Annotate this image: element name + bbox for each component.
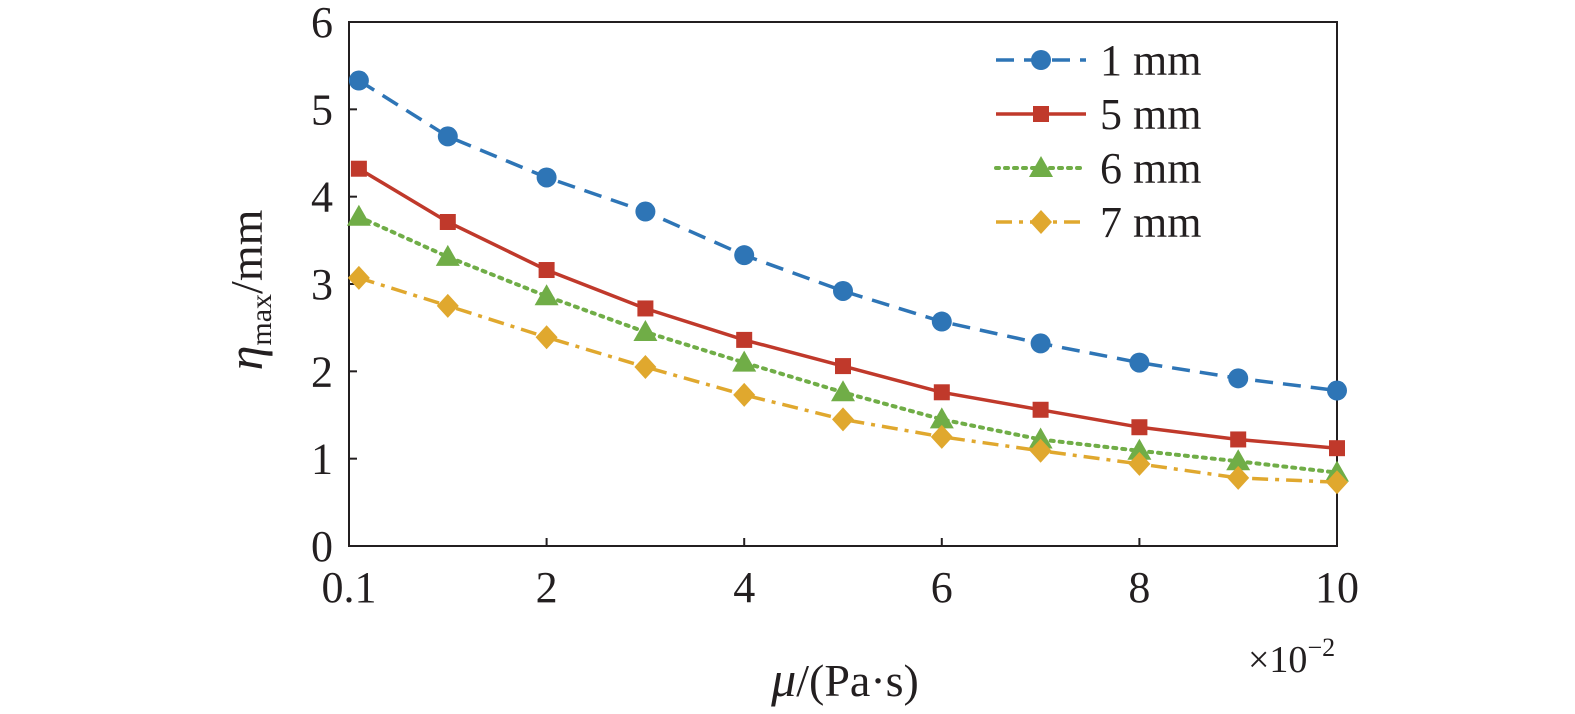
x-tick-label: 2 xyxy=(536,563,558,612)
legend-label: 6 mm xyxy=(1100,144,1201,193)
data-point xyxy=(736,331,753,348)
data-point xyxy=(437,126,458,147)
legend-label: 7 mm xyxy=(1100,198,1201,247)
data-point xyxy=(1028,427,1053,449)
y-tick-label: 0 xyxy=(311,522,333,571)
legend-item: 6 mm xyxy=(994,144,1201,193)
y-axis-label: ηmax/mm xyxy=(217,209,278,370)
x-tick-label: 0.1 xyxy=(322,563,377,612)
data-point xyxy=(1129,352,1150,373)
x-axis-symbol: μ xyxy=(770,651,796,707)
legend-item: 1 mm xyxy=(996,36,1201,85)
data-point xyxy=(1228,368,1249,389)
data-point xyxy=(536,167,557,188)
y-tick-label: 3 xyxy=(311,260,333,309)
data-point xyxy=(637,300,654,317)
series-0 xyxy=(348,70,1347,401)
x-axis-ticks: 0.1 2 4 6 8 10 xyxy=(322,538,1359,612)
legend-marker xyxy=(1029,156,1053,177)
data-point xyxy=(439,213,456,230)
data-point xyxy=(1227,465,1250,490)
data-point xyxy=(348,70,369,91)
data-point xyxy=(832,407,854,432)
data-point xyxy=(435,244,460,266)
series-1 xyxy=(350,160,1345,457)
x-tick-label: 8 xyxy=(1128,563,1150,612)
legend-item: 5 mm xyxy=(996,90,1201,139)
legend: 1 mm 5 mm 6 mm 7 mm xyxy=(994,36,1201,247)
data-point xyxy=(1327,380,1347,401)
data-point xyxy=(929,407,954,429)
data-point xyxy=(831,380,855,402)
data-point xyxy=(634,354,657,379)
data-point xyxy=(535,325,558,350)
data-point xyxy=(1128,451,1151,476)
y-axis-unit: /mm xyxy=(221,209,272,294)
x-tick-label: 6 xyxy=(931,563,953,612)
data-point xyxy=(346,204,371,226)
data-point xyxy=(1127,438,1152,460)
data-point xyxy=(436,293,459,318)
y-tick-label: 2 xyxy=(311,347,333,396)
legend-marker xyxy=(1031,50,1051,70)
data-point xyxy=(1226,449,1251,471)
data-point xyxy=(1230,431,1247,448)
legend-label: 1 mm xyxy=(1100,36,1201,85)
y-axis-ticks: 0 1 2 3 4 5 6 xyxy=(311,0,357,571)
data-point xyxy=(1326,470,1348,495)
data-point xyxy=(633,320,658,342)
x-multiplier-exponent: −2 xyxy=(1307,633,1335,662)
data-point xyxy=(1030,333,1051,354)
data-point xyxy=(833,280,853,301)
data-point xyxy=(347,265,370,290)
y-tick-label: 5 xyxy=(311,85,333,134)
series-line xyxy=(358,276,1338,484)
y-axis-subscript: max xyxy=(245,294,278,346)
data-point xyxy=(733,382,756,407)
data-point xyxy=(931,311,952,332)
series-2 xyxy=(346,204,1349,482)
data-point xyxy=(933,384,950,401)
legend-item: 7 mm xyxy=(996,198,1201,247)
data-point xyxy=(732,350,757,372)
legend-marker xyxy=(1033,106,1049,122)
data-point xyxy=(835,358,851,375)
x-axis-multiplier: ×10−2 xyxy=(1248,633,1335,681)
data-point xyxy=(350,160,367,177)
x-tick-label: 10 xyxy=(1315,563,1359,612)
x-axis-unit: /(Pa·s) xyxy=(796,655,919,706)
x-multiplier-base: ×10 xyxy=(1248,639,1307,681)
y-tick-label: 1 xyxy=(311,435,333,484)
y-axis-symbol: η xyxy=(217,346,273,371)
legend-label: 5 mm xyxy=(1100,90,1201,139)
x-axis-label: μ/(Pa·s) xyxy=(770,651,919,707)
y-tick-label: 4 xyxy=(311,173,333,222)
data-point xyxy=(635,201,656,222)
legend-marker xyxy=(1030,210,1052,234)
data-point xyxy=(1029,438,1052,463)
data-point xyxy=(1032,401,1049,418)
data-point xyxy=(534,284,559,306)
x-tick-label: 4 xyxy=(733,563,755,612)
series-layer xyxy=(346,70,1349,495)
series-line xyxy=(357,79,1338,393)
data-point xyxy=(1131,419,1148,436)
data-point xyxy=(1329,440,1345,457)
series-3 xyxy=(347,265,1348,495)
data-point xyxy=(538,262,555,279)
data-point xyxy=(930,424,953,449)
y-tick-label: 6 xyxy=(311,0,333,47)
data-point xyxy=(734,245,755,266)
